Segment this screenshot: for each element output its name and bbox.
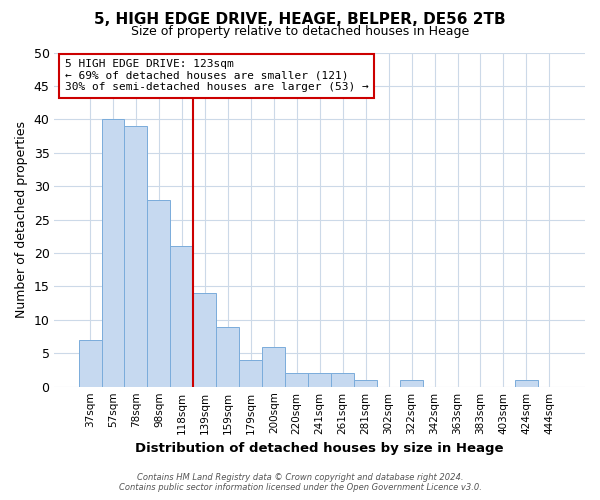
X-axis label: Distribution of detached houses by size in Heage: Distribution of detached houses by size … — [136, 442, 504, 455]
Bar — [101, 120, 124, 386]
Bar — [193, 293, 217, 386]
Text: Contains HM Land Registry data © Crown copyright and database right 2024.
Contai: Contains HM Land Registry data © Crown c… — [119, 473, 481, 492]
Text: 5, HIGH EDGE DRIVE, HEAGE, BELPER, DE56 2TB: 5, HIGH EDGE DRIVE, HEAGE, BELPER, DE56 … — [94, 12, 506, 28]
Bar — [308, 374, 331, 386]
Bar — [285, 374, 308, 386]
Bar — [400, 380, 423, 386]
Bar — [79, 340, 101, 386]
Bar — [331, 374, 354, 386]
Bar — [262, 346, 285, 387]
Bar — [515, 380, 538, 386]
Bar — [239, 360, 262, 386]
Text: 5 HIGH EDGE DRIVE: 123sqm
← 69% of detached houses are smaller (121)
30% of semi: 5 HIGH EDGE DRIVE: 123sqm ← 69% of detac… — [65, 59, 369, 92]
Bar — [170, 246, 193, 386]
Text: Size of property relative to detached houses in Heage: Size of property relative to detached ho… — [131, 25, 469, 38]
Bar — [354, 380, 377, 386]
Bar — [217, 326, 239, 386]
Bar — [148, 200, 170, 386]
Y-axis label: Number of detached properties: Number of detached properties — [15, 121, 28, 318]
Bar — [124, 126, 148, 386]
